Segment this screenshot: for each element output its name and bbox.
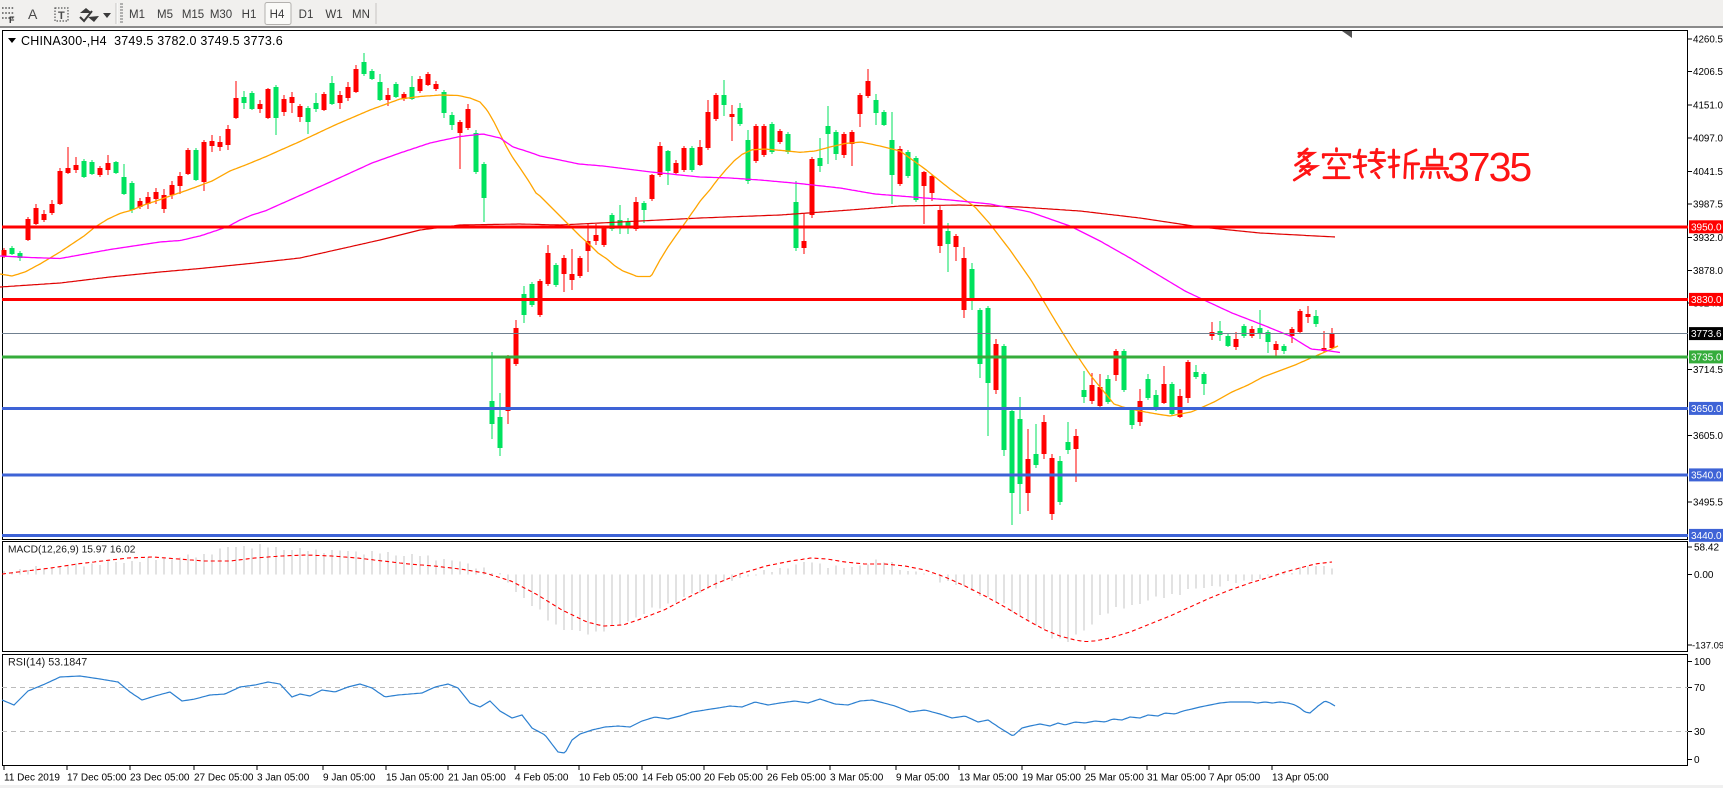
svg-text:3878.0: 3878.0 (1693, 266, 1723, 277)
svg-text:9 Mar 05:00: 9 Mar 05:00 (896, 773, 950, 784)
svg-text:MACD(12,26,9) 15.97 16.02: MACD(12,26,9) 15.97 16.02 (8, 545, 136, 556)
svg-text:19 Mar 05:00: 19 Mar 05:00 (1022, 773, 1081, 784)
svg-text:3987.5: 3987.5 (1693, 200, 1723, 211)
svg-text:F: F (9, 15, 15, 25)
svg-text:3830.0: 3830.0 (1691, 295, 1722, 306)
svg-text:58.42: 58.42 (1694, 543, 1719, 554)
svg-text:H1: H1 (242, 9, 257, 21)
svg-text:21 Jan 05:00: 21 Jan 05:00 (448, 773, 506, 784)
svg-text:M15: M15 (182, 9, 204, 21)
svg-text:30: 30 (1694, 727, 1706, 738)
svg-text:100: 100 (1694, 657, 1711, 668)
svg-text:9 Jan 05:00: 9 Jan 05:00 (323, 773, 376, 784)
svg-text:3735: 3735 (1447, 144, 1531, 190)
svg-text:10 Feb 05:00: 10 Feb 05:00 (579, 773, 638, 784)
svg-text:26 Feb 05:00: 26 Feb 05:00 (767, 773, 826, 784)
svg-text:H4: H4 (270, 9, 285, 21)
svg-text:A: A (28, 6, 38, 22)
svg-text:3 Mar 05:00: 3 Mar 05:00 (830, 773, 884, 784)
svg-text:4 Feb 05:00: 4 Feb 05:00 (515, 773, 569, 784)
svg-text:3735.0: 3735.0 (1691, 352, 1722, 363)
svg-text:4097.0: 4097.0 (1693, 133, 1723, 144)
svg-text:3773.6: 3773.6 (1691, 329, 1722, 340)
svg-text:M1: M1 (129, 9, 145, 21)
svg-text:70: 70 (1694, 683, 1706, 694)
svg-text:0.00: 0.00 (1694, 570, 1714, 581)
svg-text:27 Dec 05:00: 27 Dec 05:00 (194, 773, 254, 784)
svg-text:20 Feb 05:00: 20 Feb 05:00 (704, 773, 763, 784)
svg-text:0: 0 (1694, 755, 1700, 766)
svg-text:4151.0: 4151.0 (1693, 101, 1723, 112)
svg-text:3440.0: 3440.0 (1691, 531, 1722, 542)
svg-text:3 Jan 05:00: 3 Jan 05:00 (257, 773, 310, 784)
svg-text:T: T (58, 10, 65, 22)
svg-text:3950.0: 3950.0 (1691, 222, 1722, 233)
svg-text:14 Feb 05:00: 14 Feb 05:00 (642, 773, 701, 784)
svg-text:M30: M30 (210, 9, 232, 21)
svg-text:4260.5: 4260.5 (1693, 35, 1723, 46)
svg-text:-137.09: -137.09 (1692, 641, 1723, 652)
svg-text:13 Apr 05:00: 13 Apr 05:00 (1272, 773, 1329, 784)
svg-text:3540.0: 3540.0 (1691, 470, 1722, 481)
svg-text:D1: D1 (299, 9, 314, 21)
svg-text:7 Apr 05:00: 7 Apr 05:00 (1209, 773, 1261, 784)
svg-text:15 Jan 05:00: 15 Jan 05:00 (386, 773, 444, 784)
svg-text:3605.0: 3605.0 (1693, 431, 1723, 442)
svg-text:W1: W1 (325, 9, 342, 21)
svg-text:3650.0: 3650.0 (1691, 404, 1722, 415)
svg-text:4041.5: 4041.5 (1693, 167, 1723, 178)
svg-text:M5: M5 (157, 9, 173, 21)
svg-text:MN: MN (352, 9, 370, 21)
svg-text:17 Dec 05:00: 17 Dec 05:00 (67, 773, 127, 784)
svg-text:RSI(14) 53.1847: RSI(14) 53.1847 (8, 657, 87, 669)
svg-text:3714.5: 3714.5 (1693, 365, 1723, 376)
svg-text:25 Mar 05:00: 25 Mar 05:00 (1085, 773, 1144, 784)
svg-text:11 Dec 2019: 11 Dec 2019 (4, 773, 60, 784)
svg-text:23 Dec 05:00: 23 Dec 05:00 (130, 773, 190, 784)
svg-text:3495.5: 3495.5 (1693, 497, 1723, 508)
svg-text:31 Mar 05:00: 31 Mar 05:00 (1147, 773, 1206, 784)
svg-text:CHINA300-,H4 3749.5 3782.0 37: CHINA300-,H4 3749.5 3782.0 3749.5 3773.6 (21, 34, 283, 48)
svg-text:4206.5: 4206.5 (1693, 67, 1723, 78)
svg-text:3932.0: 3932.0 (1693, 233, 1723, 244)
svg-text:13 Mar 05:00: 13 Mar 05:00 (959, 773, 1018, 784)
